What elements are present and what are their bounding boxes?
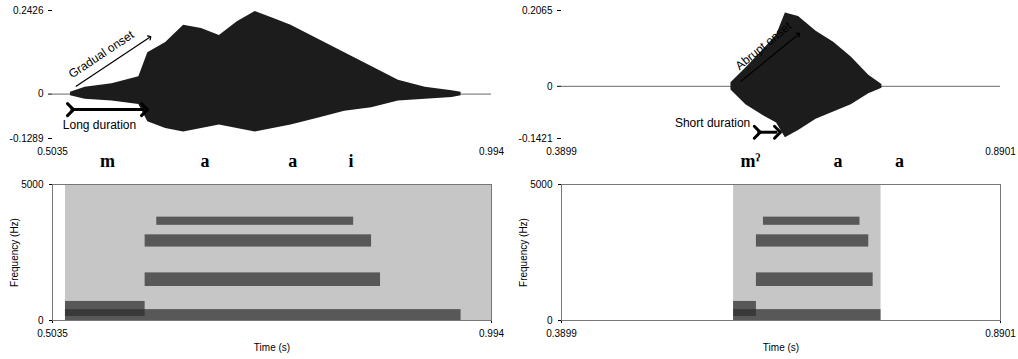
svg-text:0.2065: 0.2065 — [522, 5, 553, 16]
svg-text:0: 0 — [38, 315, 44, 326]
svg-text:Gradual onset: Gradual onset — [66, 27, 137, 81]
svg-text:Abrupt onset: Abrupt onset — [733, 18, 795, 72]
svg-text:5000: 5000 — [21, 179, 44, 190]
svg-text:a: a — [895, 151, 904, 171]
svg-text:0.8901: 0.8901 — [985, 328, 1016, 339]
svg-text:0.3899: 0.3899 — [546, 146, 577, 157]
svg-text:5000: 5000 — [530, 179, 553, 190]
svg-text:0: 0 — [547, 81, 553, 92]
svg-text:0: 0 — [38, 88, 44, 99]
svg-text:mˀ: mˀ — [741, 151, 761, 171]
svg-text:-0.1421: -0.1421 — [519, 133, 553, 144]
svg-text:a: a — [834, 151, 843, 171]
svg-text:Time (s): Time (s) — [763, 342, 799, 353]
svg-text:i: i — [348, 151, 353, 171]
svg-text:0.2426: 0.2426 — [13, 5, 44, 16]
svg-text:Short duration: Short duration — [675, 116, 750, 130]
svg-text:Time (s): Time (s) — [254, 342, 290, 353]
svg-text:Long duration: Long duration — [63, 118, 136, 132]
svg-text:0.994: 0.994 — [479, 328, 504, 339]
svg-text:m: m — [100, 151, 115, 171]
svg-text:-0.1289: -0.1289 — [10, 133, 44, 144]
svg-text:0.994: 0.994 — [479, 146, 504, 157]
svg-text:0.5035: 0.5035 — [37, 328, 68, 339]
svg-text:a: a — [288, 151, 297, 171]
svg-text:Frequency (Hz): Frequency (Hz) — [9, 218, 20, 287]
svg-text:0.3899: 0.3899 — [546, 328, 577, 339]
svg-text:a: a — [201, 151, 210, 171]
svg-text:0: 0 — [547, 315, 553, 326]
svg-text:Frequency (Hz): Frequency (Hz) — [518, 218, 529, 287]
svg-text:0.8901: 0.8901 — [985, 146, 1016, 157]
svg-text:0.5035: 0.5035 — [37, 146, 68, 157]
